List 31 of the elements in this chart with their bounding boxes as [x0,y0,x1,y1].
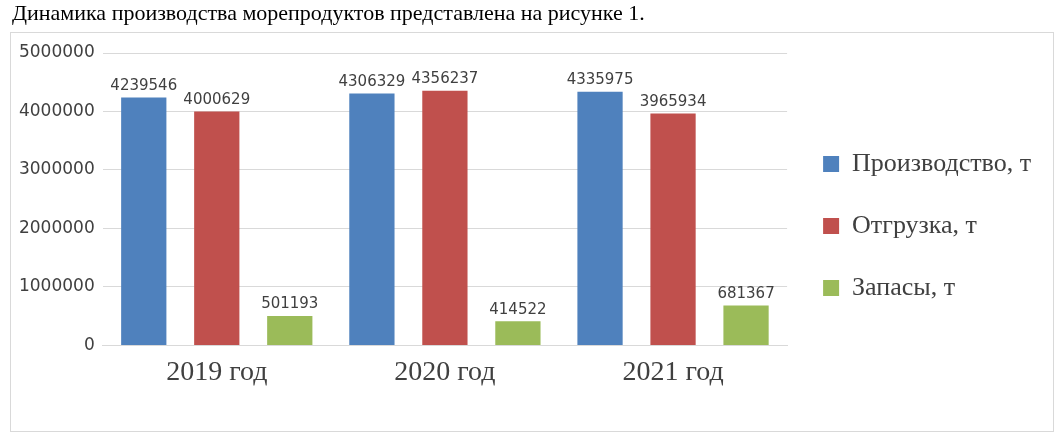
bar [349,93,395,345]
legend-label: Производство, т [852,147,1031,177]
legend-label: Отгрузка, т [852,209,977,239]
data-label: 3965934 [639,91,707,110]
bar [650,113,696,345]
data-label: 681367 [717,283,775,302]
bar [267,316,313,345]
bar [194,111,240,345]
x-tick-label: 2019 год [166,354,268,386]
y-tick-label: 5000000 [18,41,95,62]
data-label: 4335975 [566,70,634,89]
data-label: 4306329 [338,71,406,90]
bar [495,321,541,345]
bar [723,305,769,345]
y-tick-label: 0 [83,333,95,354]
data-label: 501193 [261,294,319,313]
bar [577,91,623,345]
bar [422,90,468,345]
x-tick-label: 2020 год [394,354,496,386]
y-tick-label: 4000000 [18,99,95,120]
x-tick-label: 2021 год [622,354,724,386]
data-label: 4239546 [110,75,178,94]
legend-label: Запасы, т [852,271,956,301]
data-label: 4356237 [411,69,479,88]
data-label: 4000629 [183,89,251,108]
y-tick-label: 3000000 [18,158,95,179]
bar [121,97,167,345]
data-label: 414522 [489,299,547,318]
y-tick-label: 2000000 [18,216,95,237]
text: Динамика производства морепродуктов представлена на рисунке 1. [12,0,646,26]
y-tick-label: 1000000 [18,275,95,296]
